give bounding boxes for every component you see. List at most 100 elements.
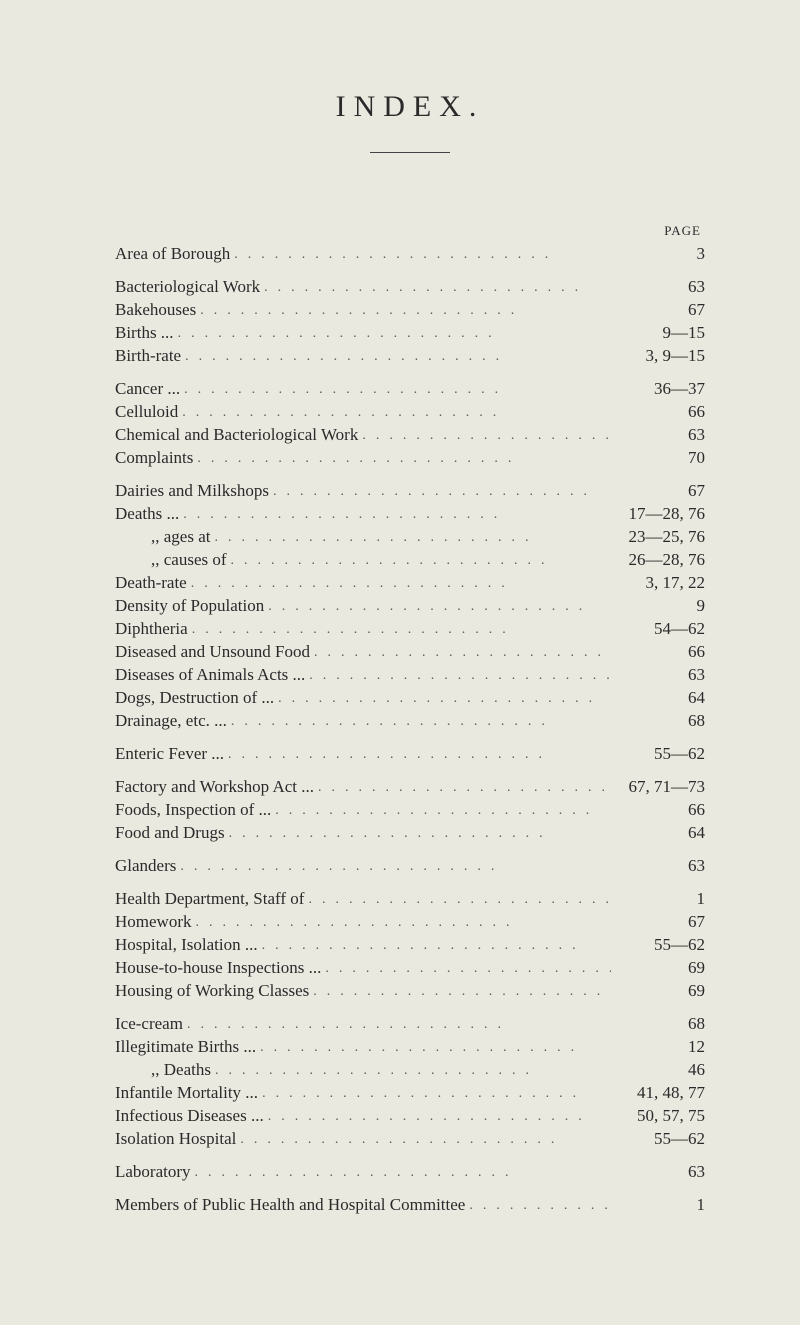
leader-dots: ........................	[200, 304, 611, 318]
entry-label: ,, ages at	[115, 528, 210, 545]
index-entry: Factory and Workshop Act ...............…	[115, 778, 705, 796]
entry-label: Diphtheria	[115, 620, 188, 637]
index-entry: Foods, Inspection of ...................…	[115, 801, 705, 819]
index-entry: Isolation Hospital......................…	[115, 1130, 705, 1148]
index-page: INDEX. PAGE Area of Borough.............…	[0, 0, 800, 1325]
entry-label: Complaints	[115, 449, 193, 466]
leader-dots: ........................	[240, 1133, 611, 1147]
entry-label: Members of Public Health and Hospital Co…	[115, 1196, 465, 1213]
index-entry: Death-rate........................3, 17,…	[115, 574, 705, 592]
horizontal-rule	[370, 152, 450, 153]
leader-dots: ........................	[318, 781, 611, 795]
group-gap	[115, 370, 705, 380]
index-entry: Infectious Diseases ....................…	[115, 1107, 705, 1125]
index-entry: Health Department, Staff of.............…	[115, 890, 705, 908]
entry-label: Ice-cream	[115, 1015, 183, 1032]
entry-label: Enteric Fever ...	[115, 745, 224, 762]
leader-dots: ........................	[231, 715, 611, 729]
entry-label: Deaths ...	[115, 505, 179, 522]
entry-label: Homework	[115, 913, 191, 930]
entry-page: 63	[615, 426, 705, 443]
index-entry: Diseases of Animals Acts ...............…	[115, 666, 705, 684]
entry-label: Death-rate	[115, 574, 187, 591]
index-entry: Members of Public Health and Hospital Co…	[115, 1196, 705, 1214]
entry-page: 70	[615, 449, 705, 466]
entry-label: Dairies and Milkshops	[115, 482, 269, 499]
entry-page: 1	[615, 1196, 705, 1213]
entry-page: 67	[615, 913, 705, 930]
entry-page: 68	[615, 712, 705, 729]
leader-dots: ........................	[229, 827, 611, 841]
index-entry: Deaths ........................... 17—28,…	[115, 505, 705, 523]
index-entry: Infantile Mortality ....................…	[115, 1084, 705, 1102]
index-entry: ,, Deaths........................46	[115, 1061, 705, 1079]
entry-page: 63	[615, 278, 705, 295]
leader-dots: ........................	[273, 485, 611, 499]
index-entry: Cancer ...........................36—37	[115, 380, 705, 398]
index-entry: Diseased and Unsound Food...............…	[115, 643, 705, 661]
index-entry: Birth-rate........................3, 9—1…	[115, 347, 705, 365]
index-entry: Bacteriological Work....................…	[115, 278, 705, 296]
leader-dots: ........................	[260, 1041, 611, 1055]
entry-label: Dogs, Destruction of ...	[115, 689, 274, 706]
leader-dots: ........................	[268, 1110, 611, 1124]
group-gap	[115, 1153, 705, 1163]
entry-label: Foods, Inspection of ...	[115, 801, 271, 818]
leader-dots: ........................	[191, 577, 611, 591]
entry-label: Chemical and Bacteriological Work	[115, 426, 358, 443]
index-entries: Area of Borough........................3…	[115, 245, 705, 1214]
entry-label: Infantile Mortality ...	[115, 1084, 258, 1101]
leader-dots: ........................	[314, 646, 611, 660]
entry-page: 1	[615, 890, 705, 907]
index-entry: Hospital, Isolation ....................…	[115, 936, 705, 954]
entry-page: 9	[615, 597, 705, 614]
index-entry: Complaints........................ 70	[115, 449, 705, 467]
leader-dots: ........................	[184, 383, 611, 397]
leader-dots: ........................	[182, 406, 611, 420]
leader-dots: ........................	[178, 327, 611, 341]
entry-page: 64	[615, 824, 705, 841]
leader-dots: ........................	[262, 939, 611, 953]
entry-page: 63	[615, 666, 705, 683]
entry-label: Drainage, etc. ...	[115, 712, 227, 729]
index-entry: Ice-cream........................68	[115, 1015, 705, 1033]
index-entry: ,, causes of........................26—2…	[115, 551, 705, 569]
index-entry: Homework........................67	[115, 913, 705, 931]
page-title: INDEX.	[115, 90, 705, 124]
entry-page: 54—62	[615, 620, 705, 637]
index-entry: Laboratory........................63	[115, 1163, 705, 1181]
entry-page: 50, 57, 75	[615, 1107, 705, 1124]
entry-label: Area of Borough	[115, 245, 230, 262]
entry-page: 64	[615, 689, 705, 706]
entry-page: 66	[615, 643, 705, 660]
entry-page: 66	[615, 403, 705, 420]
entry-label: Diseased and Unsound Food	[115, 643, 310, 660]
index-entry: Enteric Fever ..........................…	[115, 745, 705, 763]
index-entry: Area of Borough........................3	[115, 245, 705, 263]
index-entry: Illegitimate Births ....................…	[115, 1038, 705, 1056]
entry-label: Illegitimate Births ...	[115, 1038, 256, 1055]
index-entry: Glanders........................63	[115, 857, 705, 875]
page-column-label: PAGE	[115, 223, 705, 239]
leader-dots: ........................	[197, 452, 611, 466]
index-entry: Chemical and Bacteriological Work.......…	[115, 426, 705, 444]
leader-dots: ........................	[228, 748, 611, 762]
entry-page: 3	[615, 245, 705, 262]
entry-label: Bacteriological Work	[115, 278, 260, 295]
entry-page: 69	[615, 959, 705, 976]
index-entry: Dairies and Milkshops...................…	[115, 482, 705, 500]
entry-label: Food and Drugs	[115, 824, 225, 841]
entry-page: 9—15	[615, 324, 705, 341]
leader-dots: ........................	[187, 1018, 611, 1032]
leader-dots: ........................	[231, 554, 611, 568]
entry-page: 55—62	[615, 936, 705, 953]
index-entry: Drainage, etc. .........................…	[115, 712, 705, 730]
entry-page: 17—28, 76	[615, 505, 705, 522]
leader-dots: ........................	[183, 508, 611, 522]
entry-label: Celluloid	[115, 403, 178, 420]
leader-dots: ........................	[278, 692, 611, 706]
index-entry: Food and Drugs........................ 64	[115, 824, 705, 842]
entry-label: Health Department, Staff of	[115, 890, 304, 907]
entry-label: Glanders	[115, 857, 176, 874]
entry-label: Housing of Working Classes	[115, 982, 309, 999]
